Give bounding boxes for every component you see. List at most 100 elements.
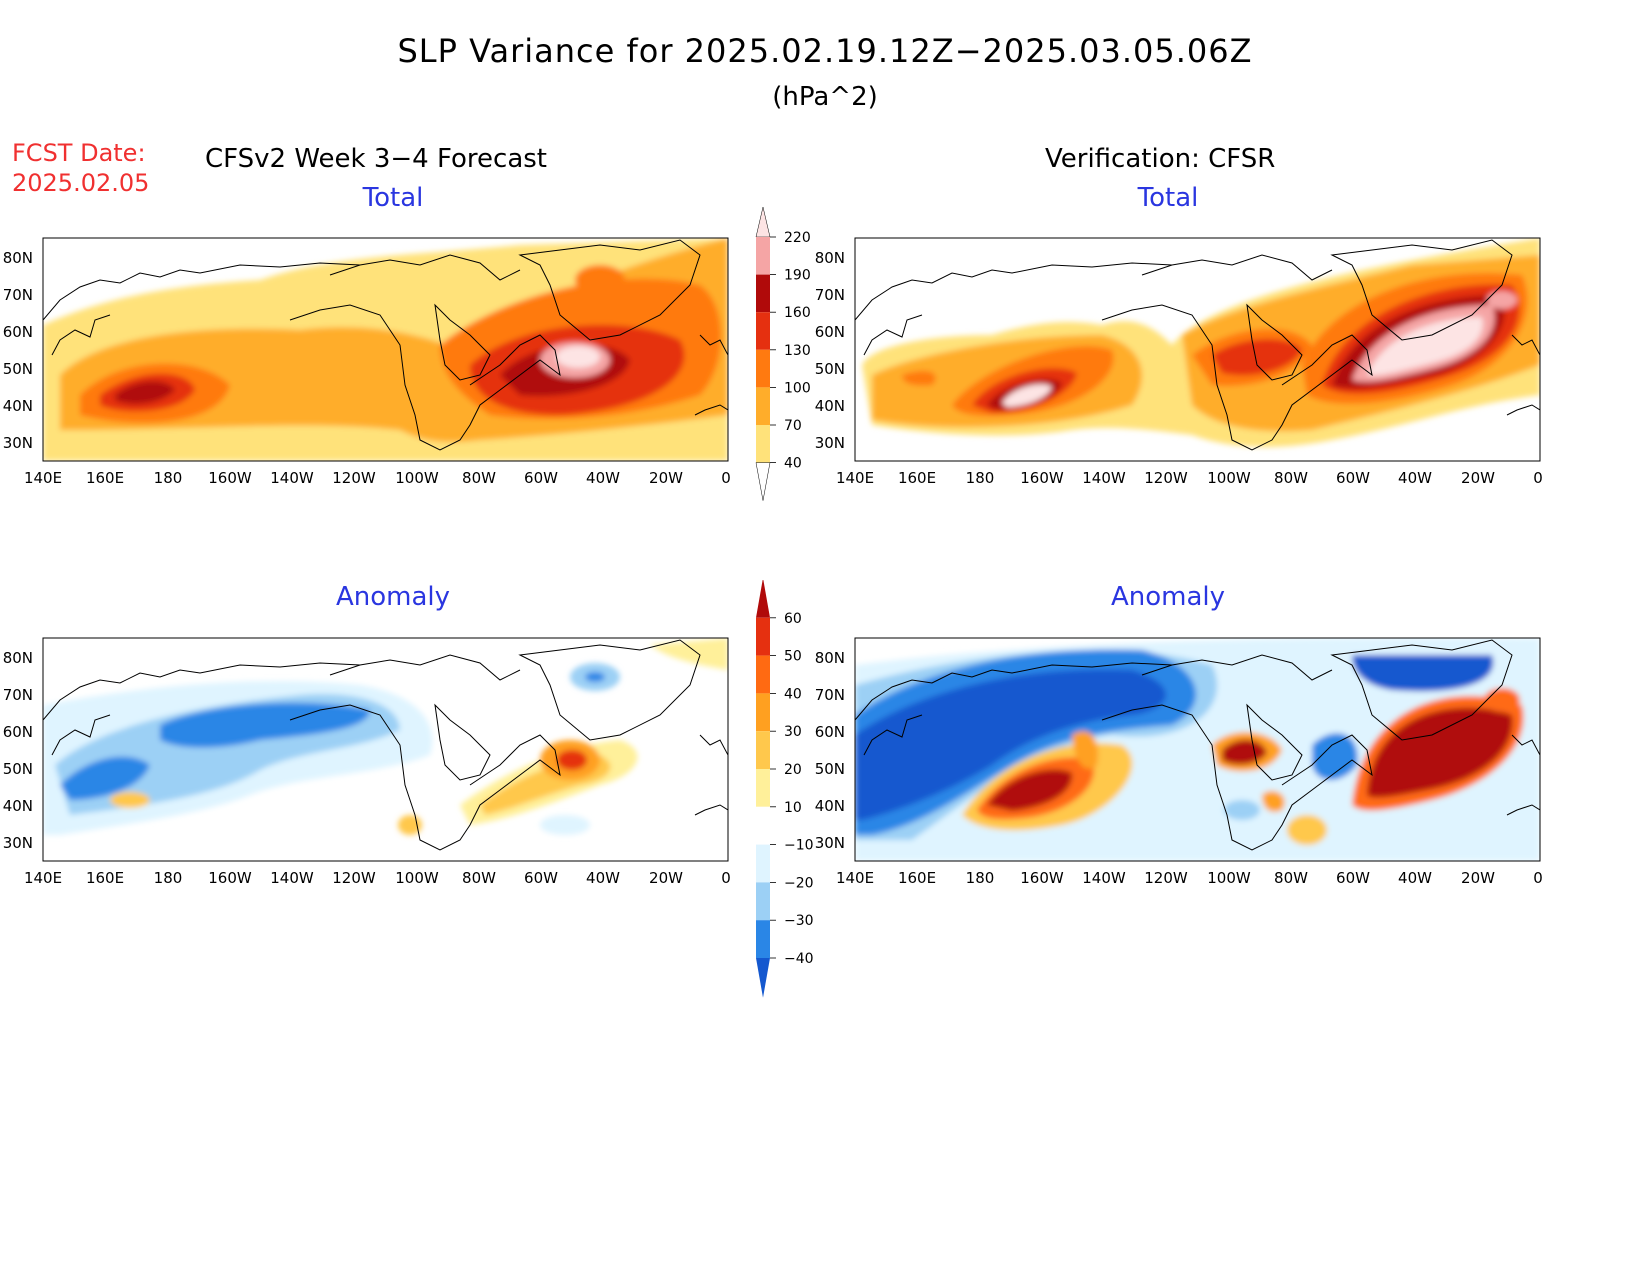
- lat-tick-label: 40N: [3, 797, 33, 815]
- colorbar-swatch: [756, 958, 770, 998]
- colorbar-swatch: [756, 655, 770, 694]
- lat-tick-label: 70N: [3, 286, 33, 304]
- chart-title: SLP Variance for 2025.02.19.12Z−2025.03.…: [397, 32, 1253, 70]
- lon-tick-label: 0: [721, 869, 731, 887]
- lat-tick-label: 80N: [815, 649, 845, 667]
- colorbar-level-label: 50: [784, 649, 802, 665]
- lon-tick-label: 120W: [1144, 869, 1188, 887]
- lon-tick-label: 140E: [24, 469, 62, 487]
- lon-tick-label: 20W: [1461, 469, 1495, 487]
- lat-axis: 80N 70N 60N 50N 40N 30N: [3, 649, 33, 852]
- lat-tick-label: 40N: [815, 397, 845, 415]
- lon-tick-label: 140W: [270, 469, 314, 487]
- lon-tick-label: 20W: [649, 469, 683, 487]
- lat-tick-label: 80N: [3, 249, 33, 267]
- colorbar-swatch: [756, 693, 770, 732]
- lon-tick-label: 120W: [1144, 469, 1188, 487]
- colorbar-level-label: 70: [784, 418, 802, 434]
- lat-tick-label: 80N: [815, 249, 845, 267]
- lat-tick-label: 60N: [815, 723, 845, 741]
- verification-total-field: [855, 238, 1540, 461]
- lat-tick-label: 30N: [3, 834, 33, 852]
- lon-tick-label: 0: [1533, 869, 1543, 887]
- lat-tick-label: 30N: [3, 434, 33, 452]
- lon-tick-label: 180: [966, 469, 995, 487]
- colorbar-level-label: −20: [784, 875, 814, 891]
- verification-anomaly-subtitle: Anomaly: [1110, 582, 1226, 612]
- lat-tick-label: 40N: [3, 397, 33, 415]
- forecast-date: FCST Date: 2025.02.05: [12, 138, 149, 198]
- forecast-column-title: CFSv2 Week 3−4 Forecast: [205, 144, 547, 174]
- coastlines: [43, 639, 728, 851]
- lon-tick-label: 80W: [462, 869, 496, 887]
- lat-tick-label: 50N: [3, 760, 33, 778]
- verification-anomaly-map: 140E 160E 180 160W 140W 120W 100W 80W 60…: [815, 637, 1543, 887]
- lon-tick-label: 60W: [524, 869, 558, 887]
- lon-tick-label: 160W: [1020, 469, 1064, 487]
- forecast-total-subtitle: Total: [362, 183, 424, 213]
- colorbar-level-label: 130: [784, 343, 811, 359]
- forecast-date-value: 2025.02.05: [12, 169, 150, 197]
- total-colorbar-swatches: [755, 206, 771, 501]
- lon-tick-label: 160W: [1020, 869, 1064, 887]
- colorbar-level-label: 40: [784, 456, 802, 472]
- anomaly-colorbar: 60 50 40 30 20 10 −10 −20 −30 −40: [756, 580, 814, 998]
- coastlines: [43, 239, 728, 451]
- forecast-total-map: 140E 160E 180 160W 140W 120W 100W 80W 60…: [3, 237, 731, 487]
- lon-tick-label: 140E: [836, 469, 874, 487]
- colorbar-level-label: −40: [784, 951, 814, 967]
- lon-tick-label: 40W: [1398, 469, 1432, 487]
- forecast-anomaly-subtitle: Anomaly: [335, 582, 451, 612]
- lon-tick-label: 140E: [836, 869, 874, 887]
- lon-tick-label: 100W: [1207, 469, 1251, 487]
- lon-tick-label: 20W: [1461, 869, 1495, 887]
- colorbar-level-label: −10: [784, 838, 814, 854]
- colorbar-level-label: 40: [784, 686, 802, 702]
- lat-tick-label: 50N: [815, 360, 845, 378]
- lat-tick-label: 60N: [3, 323, 33, 341]
- lon-tick-label: 180: [154, 869, 183, 887]
- anomaly-colorbar-swatches: [756, 580, 770, 998]
- colorbar-level-label: 160: [784, 305, 811, 321]
- colorbar-swatch: [756, 580, 770, 618]
- colorbar-swatch: [756, 882, 770, 921]
- lon-tick-label: 140W: [270, 869, 314, 887]
- lon-tick-label: 80W: [1274, 469, 1308, 487]
- forecast-total-field: [43, 238, 728, 461]
- lon-tick-label: 140W: [1082, 469, 1126, 487]
- colorbar-swatch: [755, 462, 771, 501]
- lat-tick-label: 60N: [3, 723, 33, 741]
- lat-tick-label: 40N: [815, 797, 845, 815]
- lat-tick-label: 70N: [3, 686, 33, 704]
- lon-tick-label: 180: [966, 869, 995, 887]
- lon-tick-label: 120W: [332, 869, 376, 887]
- lat-tick-label: 30N: [815, 834, 845, 852]
- lat-tick-label: 70N: [815, 286, 845, 304]
- total-colorbar: 220 190 160 130 100 70 40: [755, 206, 811, 501]
- forecast-anomaly-map: 140E 160E 180 160W 140W 120W 100W 80W 60…: [3, 637, 731, 887]
- verification-column-title: Verification: CFSR: [1045, 144, 1276, 174]
- colorbar-swatch: [756, 920, 770, 958]
- lon-tick-label: 0: [1533, 469, 1543, 487]
- lon-tick-label: 60W: [1336, 469, 1370, 487]
- colorbar-swatch: [756, 274, 770, 313]
- colorbar-swatch: [756, 312, 770, 350]
- forecast-date-label: FCST Date:: [12, 139, 146, 167]
- lon-tick-label: 40W: [586, 469, 620, 487]
- verification-total-subtitle: Total: [1137, 183, 1199, 213]
- colorbar-swatch: [756, 769, 770, 807]
- lon-tick-label: 140W: [1082, 869, 1126, 887]
- colorbar-swatch: [756, 387, 770, 425]
- lon-tick-label: 160E: [898, 469, 936, 487]
- lon-tick-label: 20W: [649, 869, 683, 887]
- lon-axis: 140E 160E 180 160W 140W 120W 100W 80W 60…: [24, 869, 731, 887]
- lon-axis: 140E 160E 180 160W 140W 120W 100W 80W 60…: [836, 469, 1543, 487]
- colorbar-level-label: 190: [784, 268, 811, 284]
- colorbar-swatch: [756, 844, 770, 883]
- colorbar-swatch: [756, 425, 770, 463]
- lat-axis: 80N 70N 60N 50N 40N 30N: [815, 649, 845, 852]
- lon-tick-label: 40W: [1398, 869, 1432, 887]
- lon-tick-label: 160E: [898, 869, 936, 887]
- lat-tick-label: 60N: [815, 323, 845, 341]
- colorbar-level-label: 60: [784, 611, 802, 627]
